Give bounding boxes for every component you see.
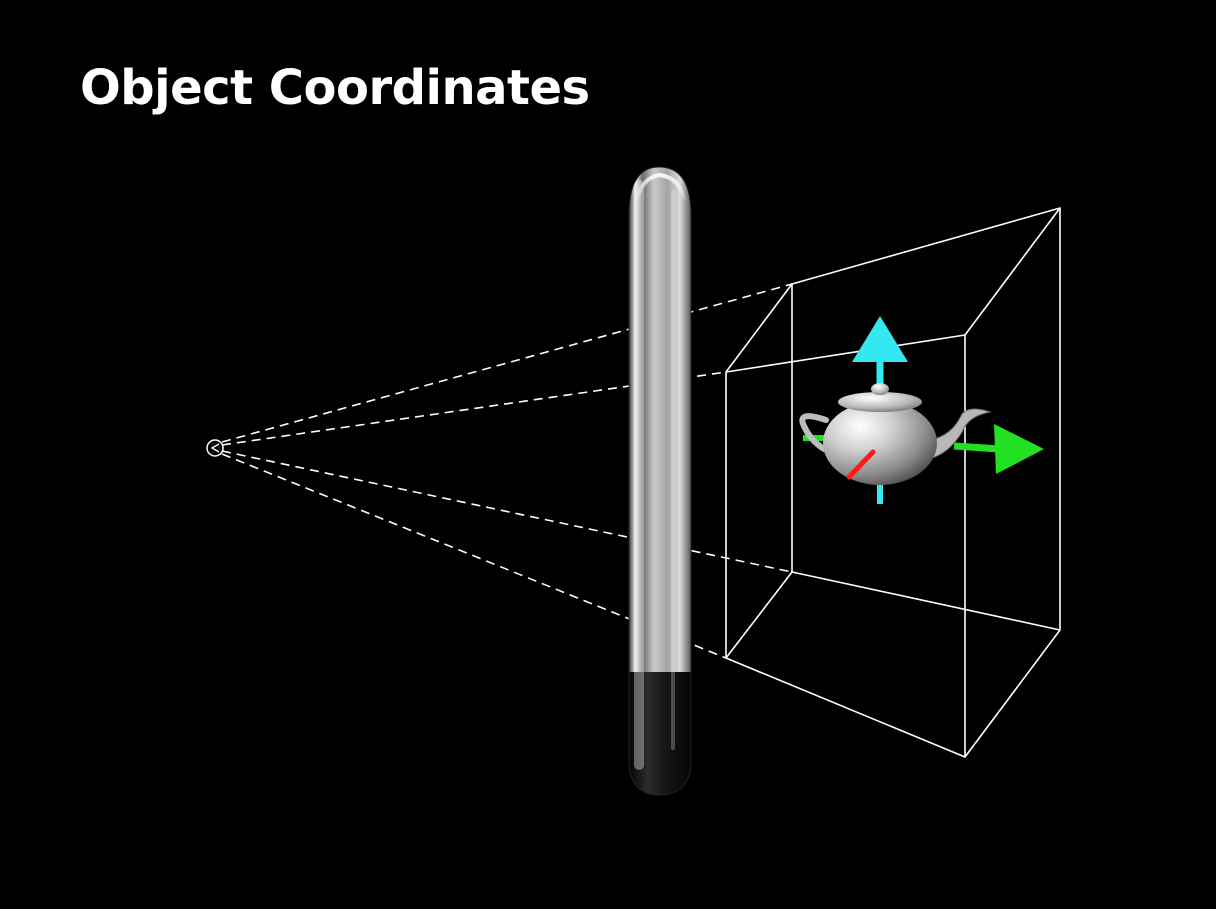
- x-axis-arrow: [953, 424, 1044, 474]
- frustum-far-plane: [964, 207, 1061, 758]
- z-axis-arrow: [846, 449, 876, 480]
- teapot-lid: [838, 392, 922, 412]
- frustum-near-plane: [725, 283, 793, 659]
- frustum-edge: [791, 571, 1061, 631]
- teapot: [799, 383, 992, 485]
- frustum-edge: [791, 207, 1061, 285]
- view-frustum: [725, 207, 1061, 758]
- frustum-edge: [725, 334, 966, 373]
- frustum-edge: [725, 657, 966, 758]
- sight-line-top-far: [221, 283, 793, 443]
- slide-title: Object Coordinates: [80, 60, 590, 116]
- sight-lines: [221, 283, 793, 659]
- teapot-handle: [799, 413, 833, 455]
- teapot-body: [823, 401, 937, 485]
- eye-icon: [206, 439, 224, 457]
- teapot-spout: [929, 408, 992, 459]
- sight-line-bottom-far: [221, 450, 793, 573]
- teapot-knob: [871, 383, 889, 395]
- phone-side-view: [628, 166, 692, 796]
